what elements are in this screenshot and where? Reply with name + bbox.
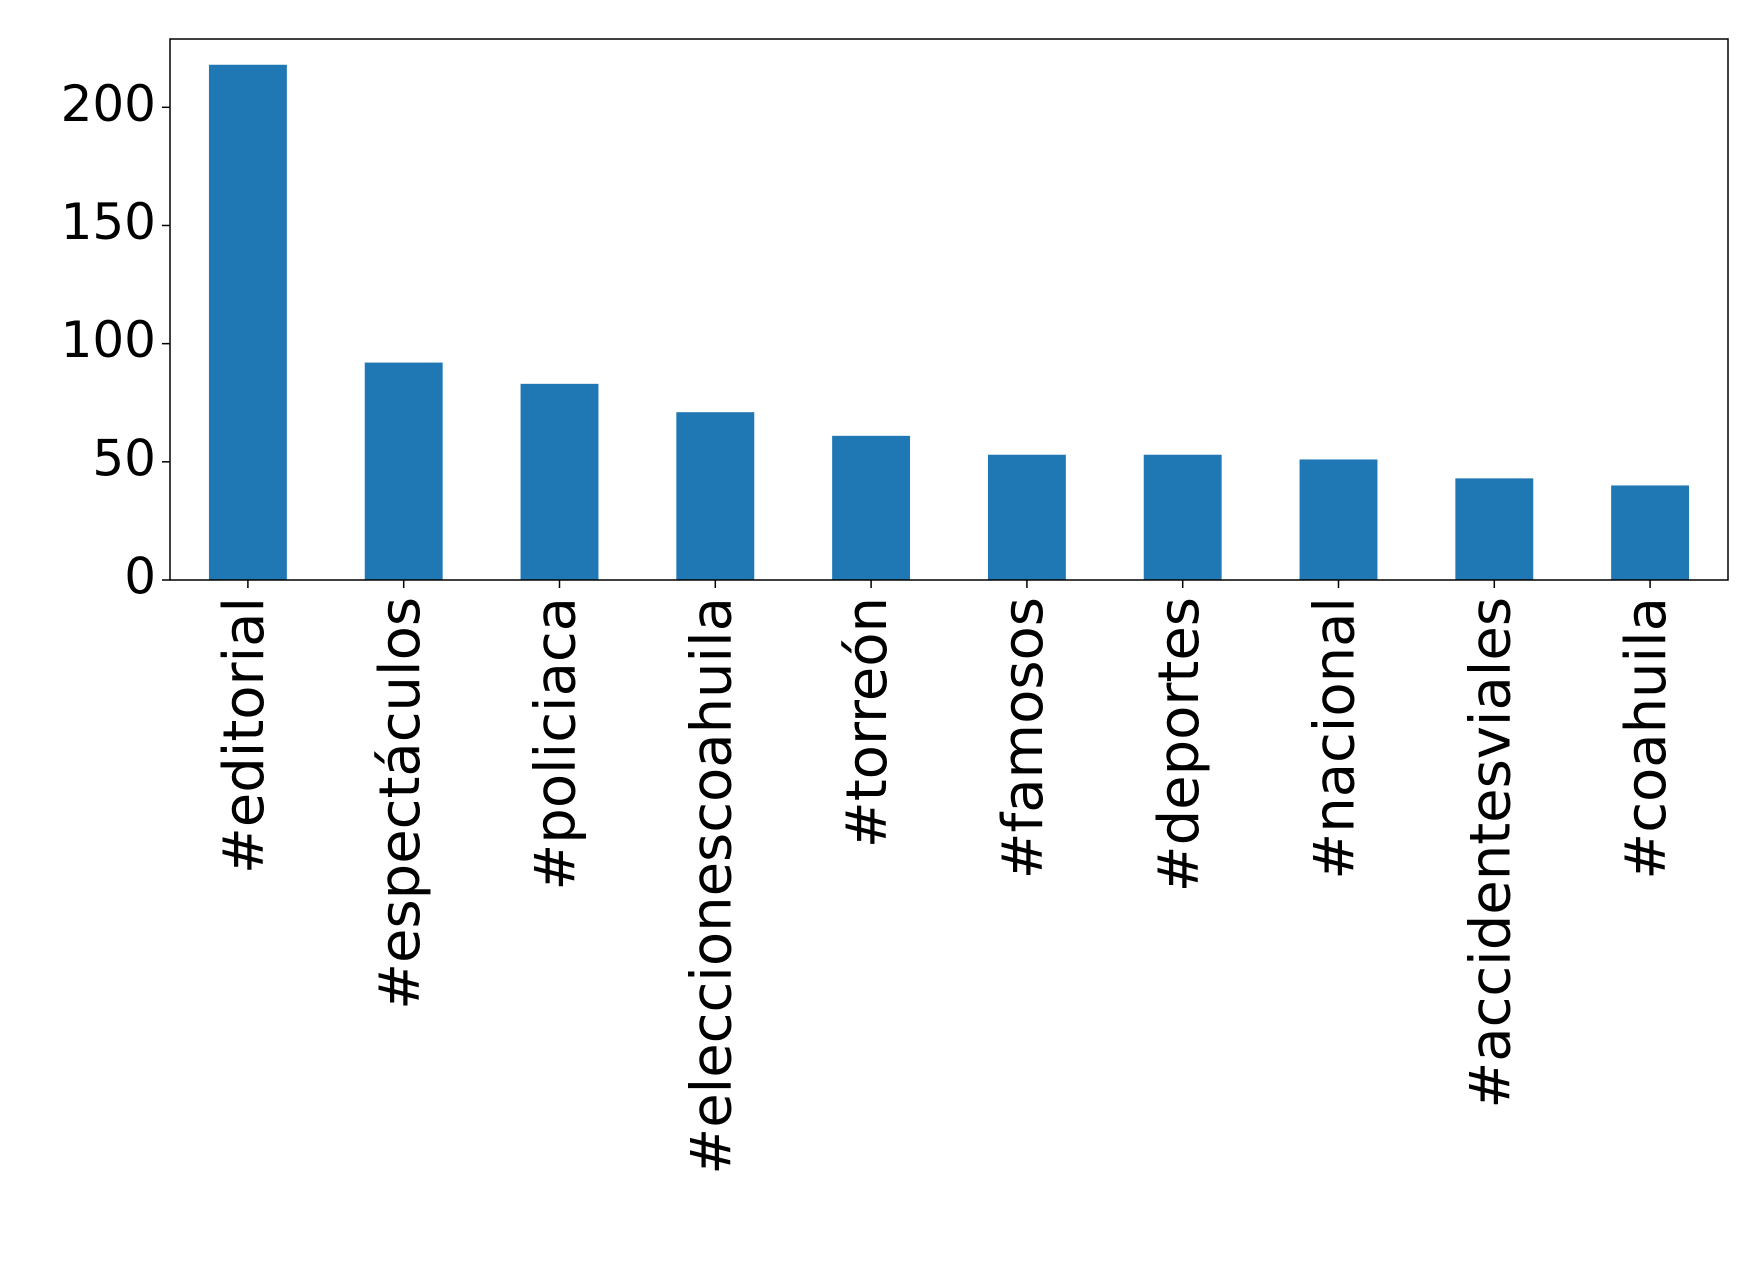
x-tick-label: #editorial xyxy=(212,597,277,874)
bar xyxy=(832,435,911,580)
y-tick-label: 150 xyxy=(61,193,156,251)
x-tick-label: #coahuila xyxy=(1614,597,1679,880)
x-tick-label: #torreón xyxy=(835,597,900,848)
y-tick-label: 200 xyxy=(61,75,156,133)
x-tick-label: #espectáculos xyxy=(368,597,433,1010)
x-tick-label: #policiaca xyxy=(524,597,589,891)
x-tick-label: #famosos xyxy=(991,597,1056,879)
plot-frame xyxy=(169,38,1729,581)
x-tick-label: #eleccionescoahuila xyxy=(679,597,744,1175)
x-tick-label: #deportes xyxy=(1147,597,1212,892)
bar xyxy=(1143,454,1222,580)
y-tick-label: 50 xyxy=(92,429,156,487)
y-tick-label: 0 xyxy=(124,548,156,606)
y-tick-label: 100 xyxy=(61,311,156,369)
bar xyxy=(208,64,287,580)
bar xyxy=(1299,459,1378,580)
bar xyxy=(520,383,599,580)
bar xyxy=(1455,478,1534,580)
x-tick-label: #nacional xyxy=(1303,597,1368,880)
bar xyxy=(676,412,755,580)
bar xyxy=(987,454,1066,580)
bar xyxy=(1611,485,1690,580)
x-tick-label: #accidentesviales xyxy=(1458,597,1523,1109)
bar xyxy=(364,362,443,580)
